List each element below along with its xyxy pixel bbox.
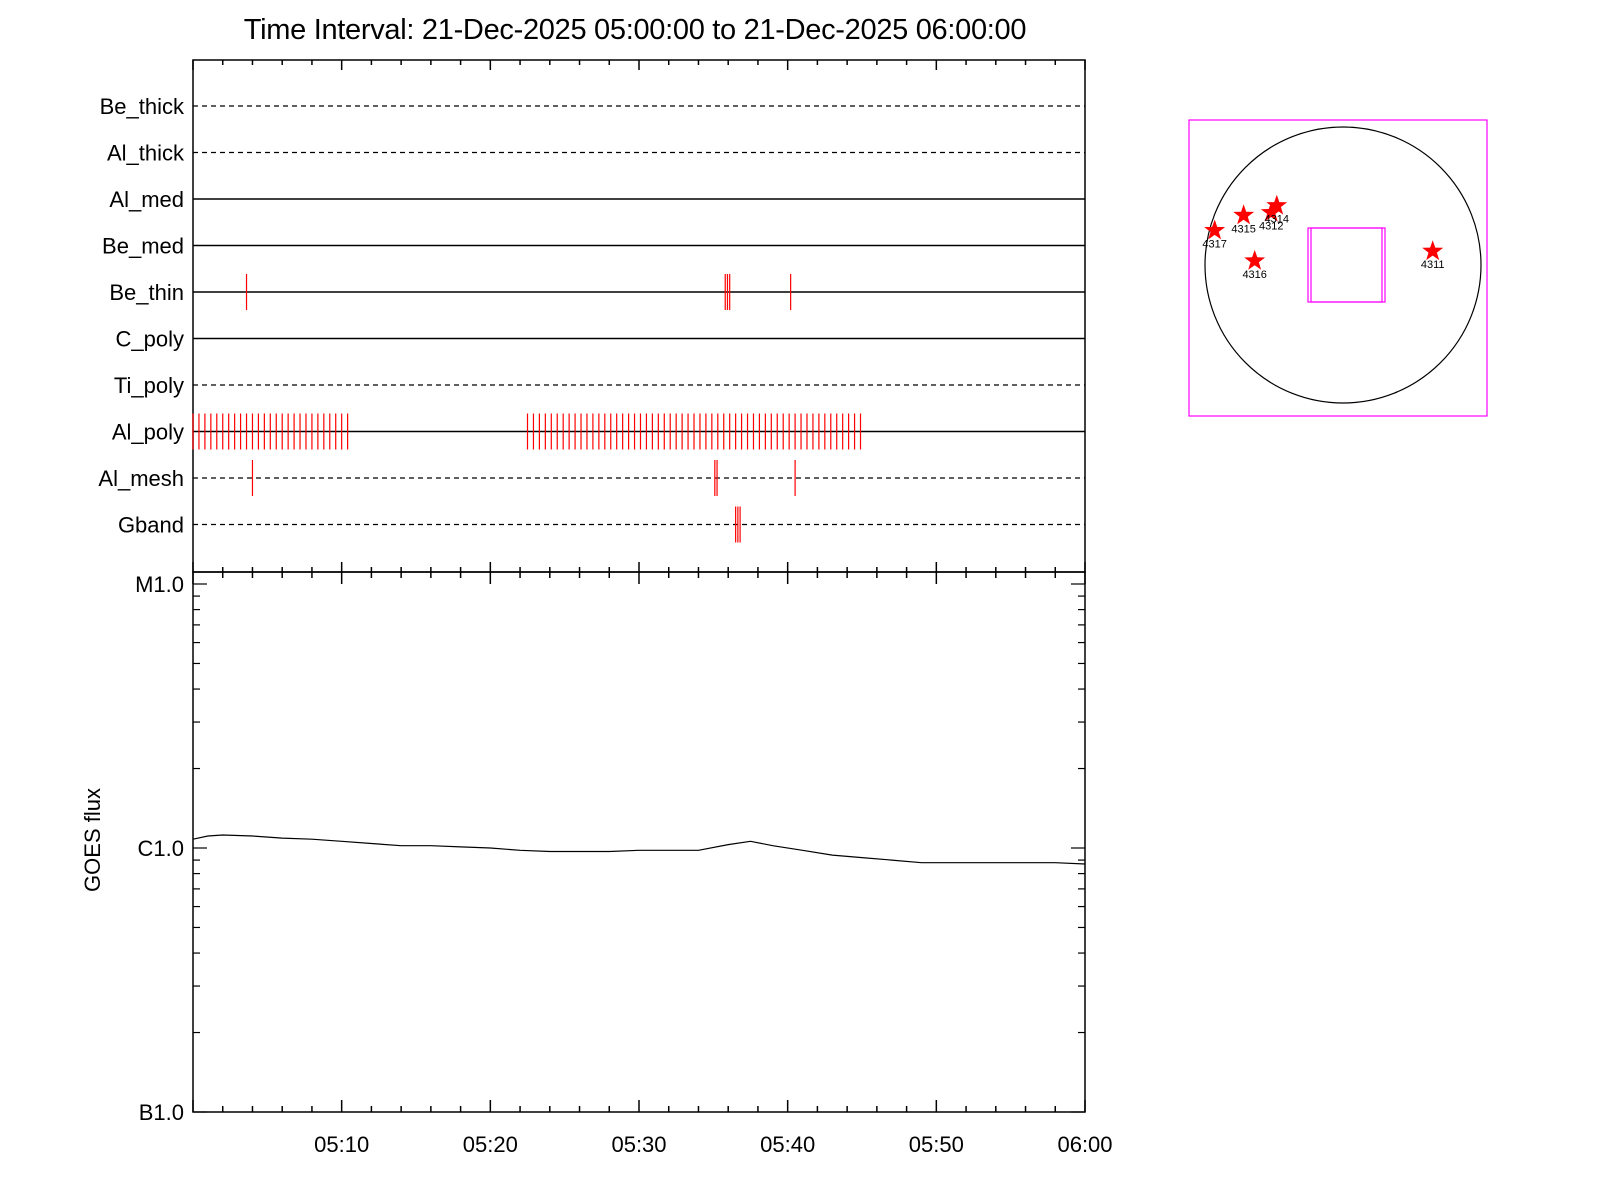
chart-title: Time Interval: 21-Dec-2025 05:00:00 to 2…: [243, 14, 1027, 46]
flare-label-4315: 4315: [1231, 223, 1255, 235]
goes-frame: [192, 571, 1086, 1113]
goes-flux-line: [192, 834, 1086, 865]
row-label-be_med: Be_med: [102, 234, 184, 259]
flare-label-4312: 4312: [1259, 221, 1283, 233]
flare-star-marker: [1233, 204, 1255, 225]
flare-star-marker: [1266, 194, 1288, 215]
x-tick-label: 05:40: [760, 1132, 815, 1157]
flare-star-marker: [1244, 249, 1266, 270]
y-tick-label-c10: C1.0: [138, 836, 184, 861]
row-label-al_mesh: Al_mesh: [98, 466, 184, 491]
x-tick-label: 05:20: [463, 1132, 518, 1157]
flare-star-marker: [1422, 240, 1444, 261]
solar-limb: [1204, 126, 1482, 404]
flare-label-4311: 4311: [1421, 259, 1445, 271]
x-tick-label: 05:50: [909, 1132, 964, 1157]
goes-flux-panel: 05:10 05:20 05:30 05:40 05:50 06:00 M1.0 C1.0 B1…: [80, 571, 1113, 1157]
fov-box: [1307, 227, 1383, 303]
row-label-al_thick: Al_thick: [107, 141, 185, 166]
row-label-c_poly: C_poly: [116, 327, 184, 352]
flare-label-4316: 4316: [1242, 269, 1266, 281]
fov-box: [1310, 227, 1386, 303]
row-label-be_thick: Be_thick: [100, 94, 185, 119]
row-label-al_med: Al_med: [109, 187, 184, 212]
y-tick-label-b10: B1.0: [139, 1100, 184, 1125]
y-axis-label: GOES flux: [80, 788, 105, 892]
x-tick-label: 05:30: [611, 1132, 666, 1157]
flare-label-4317: 4317: [1202, 239, 1226, 251]
row-label-al_poly: Al_poly: [112, 420, 184, 445]
filter-timeline-panel: Be_thick Al_thick Al_med Be_med Be_thin C_pol…: [98, 59, 1086, 573]
map-outer-box: [1188, 119, 1488, 417]
flare-label-4314: 4314: [1265, 214, 1289, 226]
y-tick-label-m10: M1.0: [135, 572, 184, 597]
flare-star-marker: [1204, 219, 1226, 240]
timeline-frame: [192, 59, 1086, 573]
x-tick-label: 06:00: [1057, 1132, 1112, 1157]
row-label-be_thin: Be_thin: [109, 280, 184, 305]
x-tick-label: 05:10: [314, 1132, 369, 1157]
row-label-gband: Gband: [118, 513, 184, 538]
row-label-ti_poly: Ti_poly: [114, 373, 184, 398]
